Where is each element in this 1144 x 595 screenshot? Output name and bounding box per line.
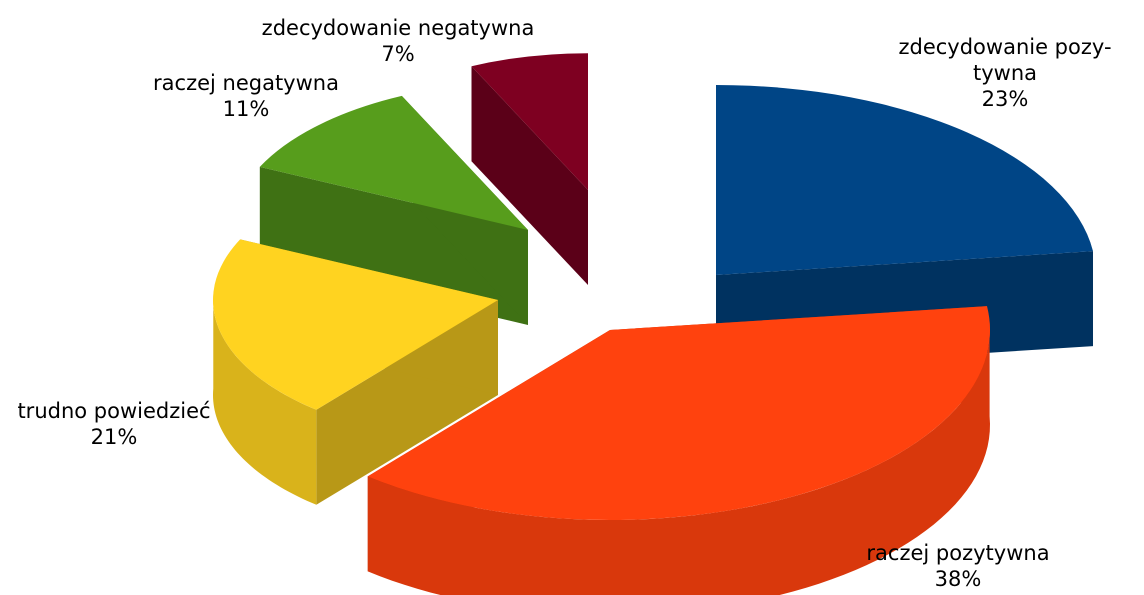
pie-slice-top	[716, 85, 1094, 275]
slice-value-label: 21%	[90, 425, 138, 449]
slice-value-label: 38%	[934, 567, 982, 591]
pie-slice-raczej-pozytywna	[367, 306, 991, 595]
pie-slice-top	[367, 306, 991, 521]
pie-slice-top	[213, 239, 499, 410]
pie-slice-outer-side	[213, 293, 317, 505]
slice-label-zdecydowanie-negatywna: zdecydowanie negatywna 7%	[262, 15, 535, 67]
slice-label-line: zdecydowanie pozy-	[898, 35, 1112, 59]
pie-slice-trudno-powiedzieć	[213, 239, 499, 505]
slice-label-trudno-powiedziec: trudno powiedzieć 21%	[17, 398, 210, 450]
slice-value-label: 23%	[981, 87, 1029, 111]
slice-label-zdecydowanie-pozytywna: zdecydowanie pozy- tywna 23%	[898, 34, 1111, 112]
pie-tops-group	[213, 53, 1094, 595]
pie-slice-top	[471, 53, 588, 190]
slice-label-line: raczej pozytywna	[866, 541, 1050, 565]
slice-label-raczej-pozytywna: raczej pozytywna 38%	[866, 540, 1049, 592]
pie-slice-raczej-negatywna	[259, 95, 528, 325]
slice-label-line: trudno powiedzieć	[17, 399, 211, 423]
slice-value-label: 7%	[381, 42, 415, 66]
pie-slice-top	[259, 95, 528, 230]
slice-value-label: 11%	[222, 97, 270, 121]
pie-slice-zdecydowanie-negatywna	[471, 53, 588, 285]
slice-label-line: zdecydowanie negatywna	[261, 16, 535, 40]
slice-label-line: tywna	[972, 61, 1038, 85]
pie-slice-outer-side	[367, 321, 990, 595]
slice-label-line: raczej negatywna	[153, 71, 339, 95]
slice-label-raczej-negatywna: raczej negatywna 11%	[153, 70, 339, 122]
pie-slice-wall	[471, 66, 588, 285]
pie-slice-wall	[259, 166, 528, 325]
